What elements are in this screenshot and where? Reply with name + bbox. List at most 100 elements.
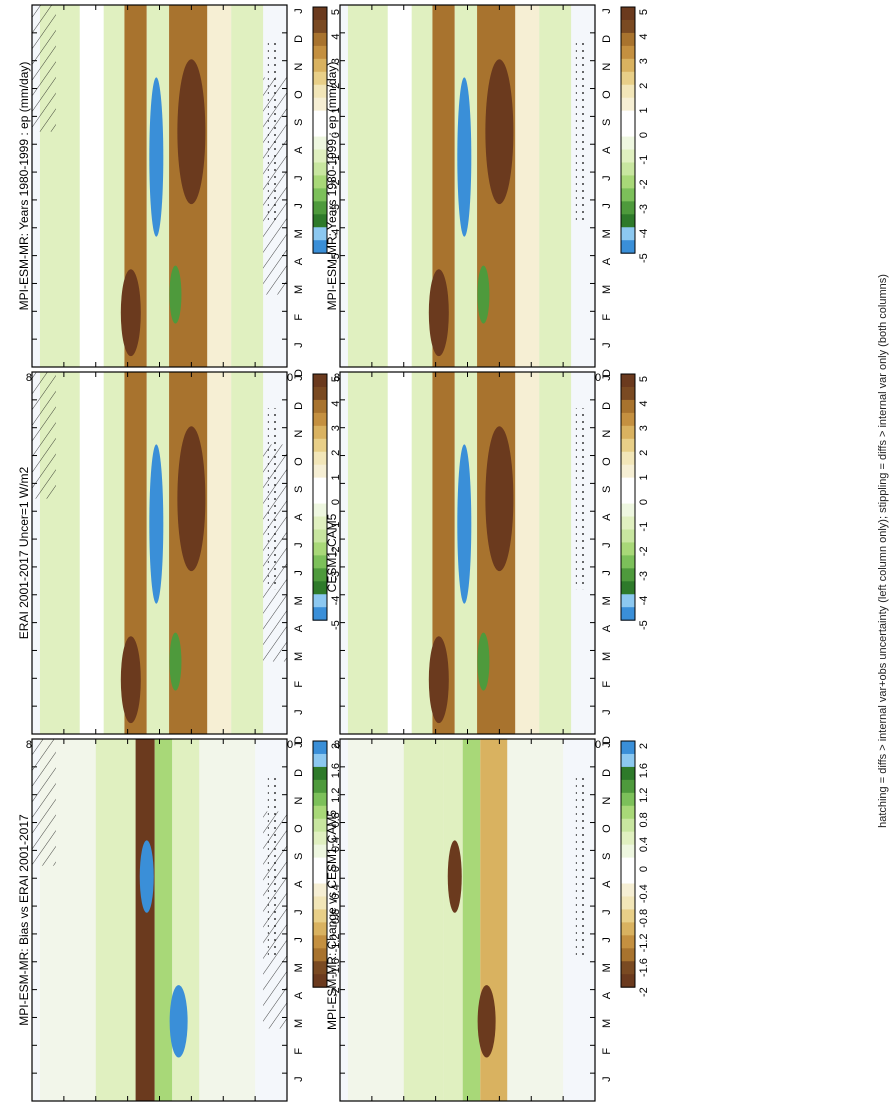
- month-tick-label: D: [601, 402, 613, 410]
- month-tick-label: J: [293, 709, 305, 715]
- colorbar-segment: [621, 111, 635, 124]
- month-tick-label: M: [601, 652, 613, 661]
- month-tick-label: M: [293, 963, 305, 972]
- panel-4: DJFMAMJJASONDJ8060°N20020°S6080CESM1-CAM…: [325, 372, 650, 751]
- colorbar-tick-label: -4: [638, 229, 650, 239]
- colorbar-segment: [313, 478, 327, 491]
- month-tick-label: O: [293, 90, 305, 99]
- panel-title: MPI-ESM-MR: Bias vs ERAI 2001-2017: [17, 814, 31, 1026]
- band-eq: [463, 739, 481, 1101]
- band-mid-s: [507, 739, 563, 1101]
- month-tick-label: D: [293, 769, 305, 777]
- colorbar-segment: [313, 594, 327, 607]
- colorbar-segment: [313, 20, 327, 33]
- itcz-core: [149, 444, 163, 603]
- month-tick-label: S: [601, 119, 613, 126]
- colorbar-segment: [621, 754, 635, 767]
- colorbar-segment: [621, 896, 635, 909]
- band-60n: [348, 372, 388, 734]
- panel-6: DJFMAMJJASONDJ8060°N20020°S6080MPI-ESM-M…: [325, 739, 650, 1103]
- bias-core-2: [448, 840, 462, 912]
- colorbar-tick-label: -5: [638, 253, 650, 263]
- subtropic-dry-core-n: [121, 636, 141, 723]
- colorbar-segment: [313, 46, 327, 59]
- colorbar-tick-label: -1.6: [638, 958, 650, 977]
- month-tick-label: A: [293, 880, 305, 888]
- month-tick-label: A: [293, 624, 305, 632]
- subtropic-dry-core-s: [485, 59, 513, 204]
- month-tick-label: N: [293, 797, 305, 805]
- panel-5: DJFMAMJJASONDJ8060°N20020°S6080MPI-ESM-M…: [17, 739, 342, 1103]
- month-tick-label: J: [293, 542, 305, 548]
- colorbar-segment: [621, 387, 635, 400]
- colorbar-segment: [621, 806, 635, 819]
- band-eq-n: [444, 739, 463, 1101]
- month-tick-label: F: [293, 314, 305, 321]
- colorbar-segment: [621, 819, 635, 832]
- month-tick-label: O: [601, 90, 613, 99]
- month-tick-label: O: [293, 457, 305, 466]
- stippling: [268, 41, 280, 222]
- month-tick-label: A: [601, 880, 613, 888]
- month-tick-label: J: [293, 8, 305, 14]
- colorbar-tick-label: 0.8: [638, 812, 650, 827]
- colorbar-segment: [621, 793, 635, 806]
- band-55s: [231, 372, 263, 734]
- colorbar-segment: [621, 767, 635, 780]
- colorbar-segment: [621, 413, 635, 426]
- month-tick-label: F: [601, 1048, 613, 1055]
- band-35s: [515, 5, 539, 367]
- colorbar-tick-label: 2: [638, 450, 650, 456]
- colorbar-segment: [621, 7, 635, 20]
- colorbar-segment: [621, 974, 635, 987]
- colorbar-segment: [621, 240, 635, 253]
- panel-title: MPI-ESM-MR: Years 1980-1999 : ep (mm/day…: [17, 62, 31, 311]
- colorbar-segment: [621, 124, 635, 137]
- colorbar-segment: [621, 832, 635, 845]
- colorbar-segment: [621, 175, 635, 188]
- month-tick-label: M: [601, 229, 613, 238]
- bias-core-1: [170, 985, 188, 1057]
- month-tick-label: A: [601, 624, 613, 632]
- band-sub-n: [96, 739, 136, 1101]
- month-tick-label: J: [601, 375, 613, 381]
- colorbar-segment: [313, 780, 327, 793]
- colorbar-segment: [621, 426, 635, 439]
- band-eq-n: [136, 739, 155, 1101]
- colorbar-segment: [313, 439, 327, 452]
- colorbar-segment: [313, 387, 327, 400]
- colorbar-tick-label: 1: [638, 107, 650, 113]
- subtropic-dry-core-n: [429, 269, 449, 356]
- colorbar-tick-label: -5: [638, 620, 650, 630]
- colorbar-segment: [621, 935, 635, 948]
- subtropic-dry-core-s: [485, 426, 513, 571]
- colorbar-tick-label: 1: [638, 474, 650, 480]
- colorbar-segment: [621, 594, 635, 607]
- spcz-core: [477, 266, 489, 324]
- month-tick-label: M: [601, 285, 613, 294]
- colorbar-tick-label: 0: [638, 499, 650, 505]
- month-tick-label: S: [293, 119, 305, 126]
- month-tick-label: J: [601, 570, 613, 576]
- month-tick-label: N: [601, 797, 613, 805]
- band-40n: [80, 5, 104, 367]
- month-tick-label: J: [293, 375, 305, 381]
- month-tick-label: A: [601, 991, 613, 999]
- colorbar-segment: [621, 909, 635, 922]
- month-tick-label: J: [601, 8, 613, 14]
- colorbar-segment: [621, 439, 635, 452]
- month-tick-label: J: [601, 742, 613, 748]
- colorbar-tick-label: -1: [638, 522, 650, 532]
- colorbar-tick-label: 2: [638, 83, 650, 89]
- hatching-north: [32, 739, 56, 866]
- month-tick-label: A: [293, 991, 305, 999]
- band-mid-n: [348, 739, 404, 1101]
- subtropic-dry-core-n: [429, 636, 449, 723]
- panel-title: MPI-ESM-MR: Change vs CESM1-CAM5: [325, 810, 339, 1030]
- colorbar-segment: [621, 922, 635, 935]
- colorbar-tick-label: -3: [638, 571, 650, 581]
- colorbar-segment: [621, 201, 635, 214]
- colorbar-tick-label: 3: [638, 425, 650, 431]
- stippling: [576, 408, 588, 589]
